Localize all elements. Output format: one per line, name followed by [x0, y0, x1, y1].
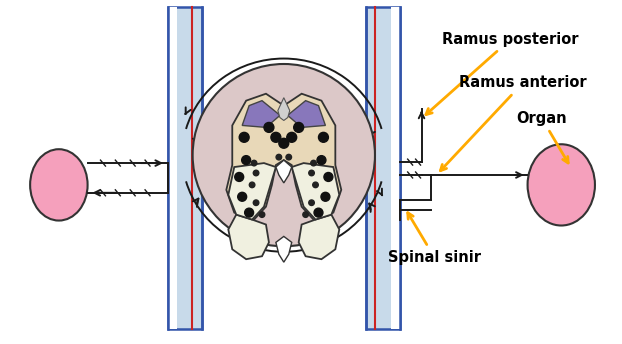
Bar [168, 7, 177, 329]
Polygon shape [242, 101, 280, 127]
Circle shape [193, 64, 375, 246]
Circle shape [321, 192, 330, 201]
Circle shape [271, 132, 281, 142]
Circle shape [324, 172, 333, 181]
Bar [391, 7, 400, 329]
Circle shape [253, 170, 259, 176]
Circle shape [244, 208, 254, 217]
Polygon shape [276, 236, 292, 262]
Polygon shape [299, 215, 339, 259]
Circle shape [314, 208, 323, 217]
Circle shape [279, 138, 289, 148]
Bar [366, 7, 374, 329]
Circle shape [318, 132, 328, 142]
Circle shape [242, 155, 251, 164]
Circle shape [259, 212, 265, 217]
Circle shape [313, 182, 318, 188]
Polygon shape [226, 94, 341, 219]
Circle shape [317, 155, 326, 164]
Circle shape [276, 154, 282, 160]
Circle shape [249, 182, 255, 188]
Circle shape [239, 132, 249, 142]
Polygon shape [288, 101, 325, 127]
Circle shape [311, 160, 317, 166]
Text: Ramus posterior: Ramus posterior [426, 32, 579, 115]
Ellipse shape [30, 149, 88, 221]
Circle shape [294, 122, 304, 132]
Circle shape [234, 172, 244, 181]
Circle shape [286, 154, 292, 160]
Circle shape [309, 170, 314, 176]
Text: Organ: Organ [517, 111, 568, 163]
Bar [168, 7, 176, 329]
Text: Spinal sinir: Spinal sinir [388, 213, 481, 265]
Text: Ramus anterior: Ramus anterior [440, 75, 587, 171]
Bar [366, 7, 400, 329]
Polygon shape [292, 163, 339, 219]
Circle shape [238, 192, 247, 201]
Bar [168, 7, 202, 329]
Circle shape [264, 122, 274, 132]
Circle shape [287, 132, 297, 142]
Ellipse shape [527, 144, 595, 226]
Circle shape [251, 160, 257, 166]
Circle shape [253, 200, 259, 205]
Polygon shape [228, 215, 269, 259]
Polygon shape [228, 163, 276, 219]
Polygon shape [276, 160, 292, 183]
Polygon shape [278, 98, 290, 120]
Circle shape [309, 200, 314, 205]
Circle shape [303, 212, 309, 217]
